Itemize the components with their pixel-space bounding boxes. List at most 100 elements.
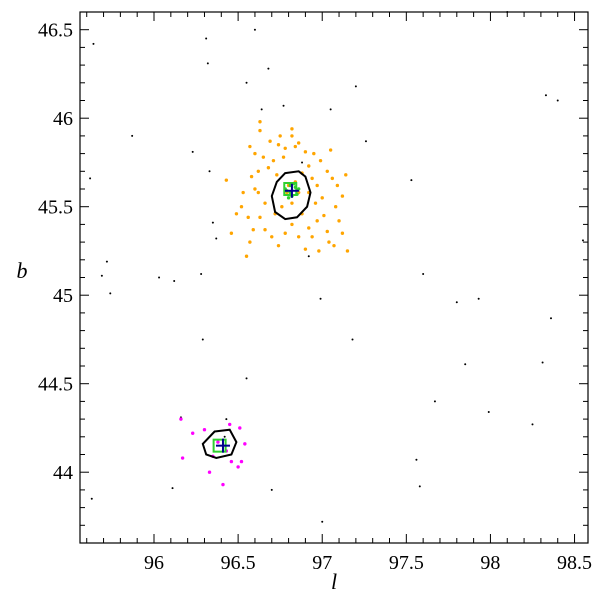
cluster-2-members-point	[229, 459, 234, 464]
cluster-1-members-point	[251, 228, 255, 232]
cluster-1-members-point	[278, 134, 282, 138]
cluster-1-members-point	[332, 243, 336, 248]
y-tick-label: 44.5	[38, 374, 73, 396]
cluster-2-members-point	[179, 417, 183, 421]
cluster-1-members-point	[258, 128, 262, 133]
cluster-1-members-point	[307, 164, 311, 168]
x-tick-label: 96	[144, 552, 164, 574]
field-stars-point	[581, 239, 584, 242]
x-tick-label: 98.5	[557, 552, 592, 574]
cluster-1-members-point	[271, 158, 276, 163]
cluster-1-members-point	[229, 231, 234, 235]
cluster-1-members-point	[241, 190, 245, 195]
contour-layer	[201, 170, 312, 460]
field-stars-point	[206, 62, 209, 65]
cluster-1-members-point	[256, 190, 261, 195]
cluster-1-members-point	[307, 226, 311, 230]
field-stars-point	[282, 104, 285, 107]
field-stars-point	[131, 134, 134, 137]
field-stars-point	[260, 108, 263, 111]
field-stars-point	[173, 280, 176, 283]
cluster-1-members-point	[268, 139, 272, 143]
field-stars-point	[506, 11, 509, 13]
cluster-1-members-point	[290, 222, 294, 227]
x-tick-label: 97.5	[389, 552, 424, 574]
cluster-1-members-point	[258, 215, 262, 220]
y-tick-label: 46.5	[38, 20, 73, 42]
cluster-1-members-point	[293, 144, 298, 149]
y-tick-label: 46	[53, 108, 73, 130]
cluster-1-center-plus-marker	[284, 183, 299, 198]
cluster-1-members-point	[290, 134, 294, 138]
cluster-1-members-point	[248, 144, 252, 149]
field-stars-point	[90, 497, 93, 500]
cluster-1-members-point	[303, 150, 308, 154]
field-stars-point	[422, 272, 425, 275]
cluster-1-members-point	[322, 213, 326, 218]
cluster-1-members-point	[249, 174, 254, 179]
cluster-1-members-point	[283, 146, 287, 150]
cluster-1-members-point	[335, 183, 340, 188]
y-tick-label: 45.5	[38, 197, 73, 219]
cluster-2-members-point	[207, 470, 212, 474]
field-stars-point	[92, 42, 95, 45]
cluster-1-members-point	[310, 176, 314, 181]
cluster-1-members-point	[303, 247, 308, 251]
field-stars-point	[556, 99, 559, 102]
cluster-2-center-plus-marker	[215, 438, 230, 453]
x-tick-label: 98	[480, 552, 500, 574]
field-stars-point	[200, 272, 203, 275]
field-stars-point	[100, 274, 103, 277]
cluster-1-members-point	[266, 166, 271, 170]
cluster-1-core-point	[286, 196, 291, 200]
field-stars-point	[477, 297, 480, 300]
cluster-1-members-point	[327, 240, 331, 244]
y-axis-ticks: 44 44.5 45 45.5 46 46.5	[38, 11, 588, 544]
field-stars-point	[215, 237, 218, 240]
cluster-1-members-point	[280, 205, 284, 209]
cluster-2-members-point	[216, 440, 220, 444]
cluster-2-members-point	[202, 428, 207, 432]
field-stars-point	[208, 170, 211, 173]
cluster-1-members-point	[328, 148, 333, 152]
cluster-1-members-point	[246, 215, 250, 220]
x-tick-label: 96.5	[221, 552, 256, 574]
cluster-2-members-point	[221, 482, 225, 487]
cluster-2-members-point	[243, 442, 247, 446]
cluster-2-members-point	[228, 422, 232, 427]
cluster-1-members-point	[344, 173, 348, 177]
field-stars-point	[201, 338, 204, 341]
cluster-1-members-point	[275, 173, 279, 177]
field-stars-point	[205, 37, 208, 40]
cluster-1-members-point	[312, 151, 316, 156]
series-layer	[89, 11, 584, 523]
cluster-1-members-point	[263, 228, 267, 232]
field-stars-point	[351, 338, 354, 341]
field-stars-point	[267, 67, 270, 70]
cluster-1-members-point	[296, 141, 301, 145]
cluster-1-members-point	[333, 205, 338, 209]
cluster-1-members-point	[239, 205, 244, 209]
field-stars-point	[364, 140, 367, 143]
field-stars-point	[455, 301, 458, 304]
field-stars-point	[319, 297, 322, 300]
field-stars-point	[531, 423, 534, 426]
x-axis-label: l	[331, 569, 337, 594]
cluster-1-members-point	[283, 231, 287, 235]
cluster-1-members-point	[234, 212, 239, 216]
field-stars-point	[544, 94, 547, 97]
field-stars-point	[253, 28, 256, 31]
cluster-2-members-point	[239, 459, 244, 464]
cluster-1-members-point	[318, 158, 323, 163]
field-stars-point	[270, 488, 273, 491]
field-stars-point	[464, 363, 467, 366]
cluster-1-members-point	[248, 240, 252, 244]
cluster-1-center-square-marker	[283, 182, 298, 196]
field-stars-point	[321, 520, 324, 523]
field-stars-point	[245, 377, 248, 380]
cluster-2-members-point	[238, 426, 242, 430]
cluster-1-members-point	[261, 155, 266, 159]
field-stars-point	[418, 485, 421, 488]
field-stars-point	[329, 108, 332, 111]
x-axis-ticks: 96 96.5 97 97.5 98 98.5	[86, 12, 592, 574]
